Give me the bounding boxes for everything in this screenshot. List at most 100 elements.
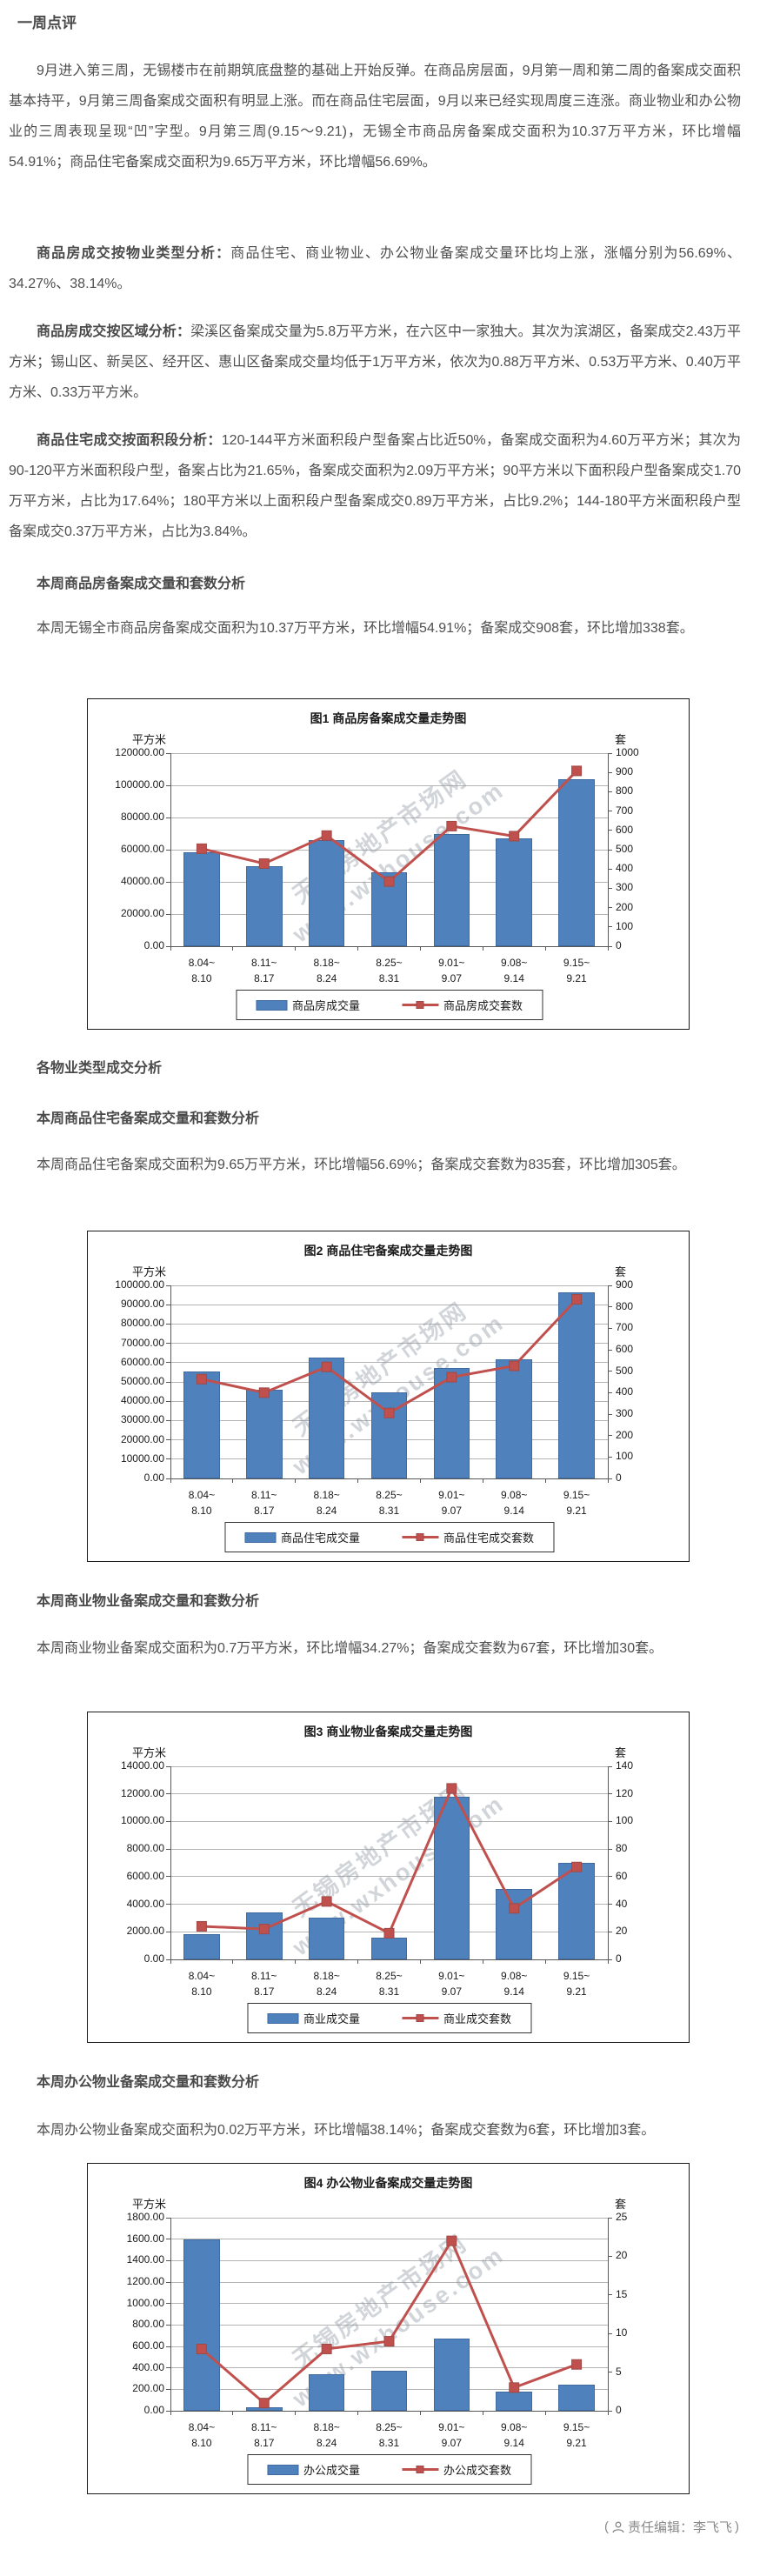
left-axis-tick-label: 0.00 [143,1472,164,1484]
right-axis-tick [608,1765,612,1767]
x-category-label: 9.01~ 9.07 [420,1487,483,1518]
bar [183,1371,220,1478]
gridline [170,2367,608,2369]
left-axis-tick [166,881,170,883]
x-category-label-line1: 8.25~ [376,957,403,969]
legend-item-bar: 商业成交量 [266,2010,360,2026]
right-axis-tick-label: 20 [616,1925,628,1938]
left-axis-tick-label: 70000.00 [120,1336,164,1349]
section-title-residential: 本周商品住宅备案成交量和套数分析 [37,1111,260,1126]
x-category-label: 8.18~ 8.24 [296,1487,358,1518]
right-axis-tick-label: 200 [616,1428,634,1441]
legend-line-label: 商品房成交套数 [443,999,523,1012]
bar [433,2339,470,2411]
x-category-label-line1: 8.04~ [188,1489,216,1501]
right-axis-tick [608,771,612,773]
trend-line [201,770,578,884]
left-axis-tick [166,1959,170,1960]
right-axis-tick [608,1478,612,1479]
x-category-label-line2: 8.31 [378,1505,400,1517]
right-axis-line [608,2218,609,2411]
line-marker [196,1373,207,1385]
trend-line-layer [196,1294,583,1418]
left-axis-tick [166,1820,170,1822]
legend-line-label: 办公成交套数 [443,2464,512,2477]
right-axis-tick [608,1876,612,1878]
right-axis-unit-label: 套 [615,1265,627,1278]
left-axis-tick-label: 50000.00 [120,1375,164,1387]
x-axis-tick [170,946,171,951]
x-axis-tick [232,1959,234,1964]
left-axis-tick-label: 120000.00 [115,746,164,758]
line-marker [321,830,332,841]
right-axis-line [608,753,609,946]
left-axis-tick-label: 400.00 [132,2360,164,2373]
right-axis-tick [608,1904,612,1905]
x-category-label-line1: 8.25~ [376,1970,403,1982]
chart-title: 图4 办公物业备案成交量走势图 [303,2176,473,2190]
left-axis-unit-label: 平方米 [131,1746,166,1759]
x-axis-tick [232,1478,234,1483]
x-category-label-line1: 8.25~ [376,2421,403,2433]
gridline [170,1848,608,1850]
left-axis-tick-label: 20000.00 [120,907,164,919]
left-axis-tick [166,1285,170,1286]
left-axis-tick-label: 100000.00 [115,778,164,791]
x-category-label-line1: 9.15~ [563,1970,590,1982]
legend-line-label: 商品住宅成交套数 [443,1532,535,1545]
x-category-label-line1: 9.01~ [438,1489,465,1501]
legend-item-line: 商业成交套数 [402,2010,511,2026]
left-axis-tick [166,1439,170,1441]
right-axis-tick [608,849,612,851]
legend-line-swatch [402,2013,438,2023]
legend-line-swatch [402,1532,438,1542]
right-axis-tick-label: 700 [616,1321,634,1334]
right-axis-tick [608,945,612,947]
legend-bar-swatch [266,2464,298,2475]
left-axis-tick [166,1478,170,1479]
line-marker [571,1294,583,1305]
x-category-label: 8.18~ 8.24 [296,955,358,986]
text-area-segment-analysis: 120-144平方米面积段户型备案占比近50%，备案成交面积为4.60万平方米；… [9,433,741,539]
legend-item-bar: 商品住宅成交量 [243,1529,360,1545]
bar [558,1291,595,1478]
x-category-label-line1: 9.15~ [563,957,590,969]
right-axis-tick [608,830,612,831]
footer-paren-open: ( [603,2519,609,2534]
gridline [170,1793,608,1795]
editor-person-icon [612,2521,624,2533]
gridline [170,1323,608,1325]
left-axis-tick [166,849,170,851]
x-axis-tick [419,1478,421,1483]
footer-editor: ( 责任编辑：李飞飞 ) [604,2518,739,2536]
x-category-label-line1: 9.08~ [501,957,528,969]
left-axis-tick-label: 1600.00 [126,2232,164,2245]
x-category-label: 8.11~ 8.17 [233,955,296,986]
bar [245,866,283,946]
line-marker [321,2343,332,2354]
x-category-label-line2: 9.21 [566,2437,587,2449]
section-title-commodity: 本周商品房备案成交量和套数分析 [37,577,246,591]
x-category-label: 8.04~ 8.10 [170,2419,233,2451]
left-axis-tick-label: 40000.00 [120,875,164,887]
legend-bar-swatch [266,2012,298,2024]
right-axis-tick-label: 0 [616,1472,622,1484]
right-axis-tick-label: 600 [616,1343,634,1355]
trend-line-layer [196,1783,583,1939]
gridline [170,2324,608,2326]
left-axis-unit-label: 平方米 [131,2198,166,2211]
legend-item-line: 商品房成交套数 [402,997,523,1013]
right-axis-tick-label: 900 [616,1278,634,1291]
text-type-analysis: 商品住宅、商业物业、办公物业备案成交量环比均上涨，涨幅分别为56.69%、34.… [9,246,741,291]
left-axis-line [170,1285,171,1478]
left-axis-tick-label: 60000.00 [120,843,164,855]
lead-type-analysis: 商品房成交按物业类型分析： [37,246,231,261]
x-category-label: 9.15~ 9.21 [545,955,608,986]
left-axis-tick [166,2324,170,2326]
left-axis-tick-label: 200.00 [132,2382,164,2395]
line-marker [196,843,207,854]
right-axis-tick [608,1959,612,1960]
x-category-label: 8.18~ 8.24 [296,1968,358,1999]
left-axis-tick [166,1765,170,1767]
x-category-label: 8.04~ 8.10 [170,955,233,986]
